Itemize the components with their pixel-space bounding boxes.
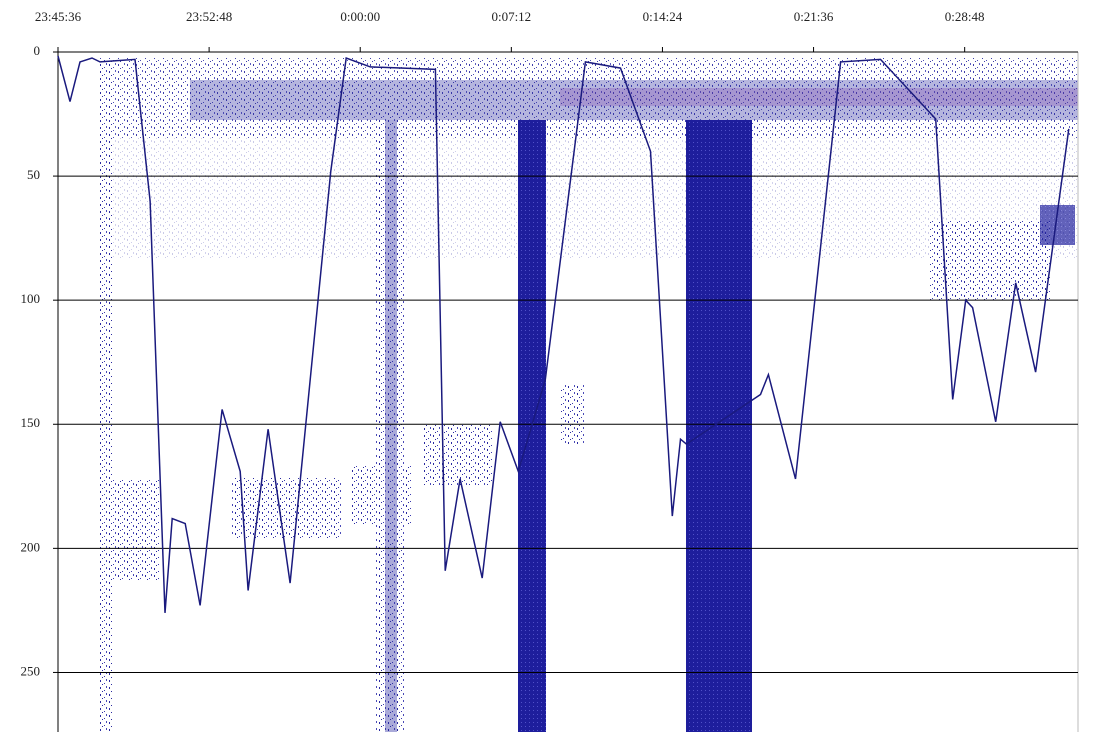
x-tick-label: 0:14:24 <box>643 9 683 24</box>
x-tick-label: 23:45:36 <box>35 9 82 24</box>
chart: 0 50 100 150 200 250 23:45:36 23:52:48 0:00:00 0:… <box>0 0 1113 732</box>
echogram <box>100 58 1078 732</box>
x-tick-label: 23:52:48 <box>186 9 232 24</box>
y-tick-label: 0 <box>34 43 41 58</box>
y-tick-label: 150 <box>21 415 41 430</box>
y-tick-label: 50 <box>27 167 40 182</box>
y-tick-label: 200 <box>21 539 41 554</box>
y-tick-label: 100 <box>21 291 41 306</box>
x-tick-label: 0:21:36 <box>794 9 834 24</box>
y-tick-label: 250 <box>21 663 41 678</box>
x-tick-label: 0:07:12 <box>491 9 531 24</box>
x-tick-label: 0:28:48 <box>945 9 985 24</box>
x-tick-label: 0:00:00 <box>340 9 380 24</box>
